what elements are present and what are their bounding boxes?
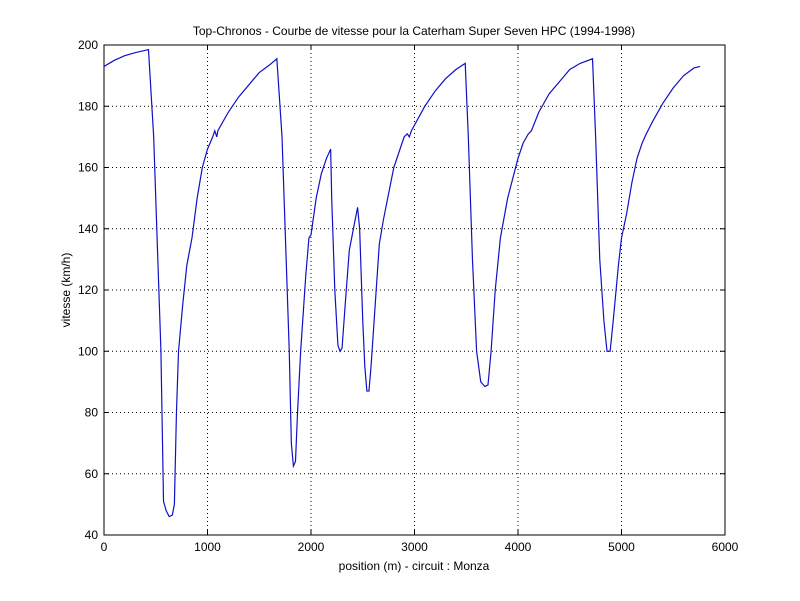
x-tick-label: 4000 [505,540,532,554]
data-line [103,48,701,518]
chart-title: Top-Chronos - Courbe de vitesse pour la … [193,24,635,38]
y-tick-label: 100 [78,344,98,358]
x-tick-label: 0 [101,540,108,554]
y-tick-label: 200 [78,38,98,52]
y-tick-label: 140 [78,222,98,236]
x-tick-label: 3000 [401,540,428,554]
x-tick-label: 5000 [608,540,635,554]
y-tick-label: 120 [78,283,98,297]
x-axis-label: position (m) - circuit : Monza [339,559,490,573]
x-tick-label: 1000 [194,540,221,554]
x-tick-label: 2000 [298,540,325,554]
x-tick-label: 6000 [712,540,739,554]
y-tick-label: 160 [78,161,98,175]
y-axis-label: vitesse (km/h) [59,253,73,328]
y-tick-label: 80 [85,406,99,420]
y-tick-label: 60 [85,467,99,481]
y-tick-label: 180 [78,99,98,113]
y-tick-label: 40 [85,528,99,542]
plot-frame [103,44,726,536]
